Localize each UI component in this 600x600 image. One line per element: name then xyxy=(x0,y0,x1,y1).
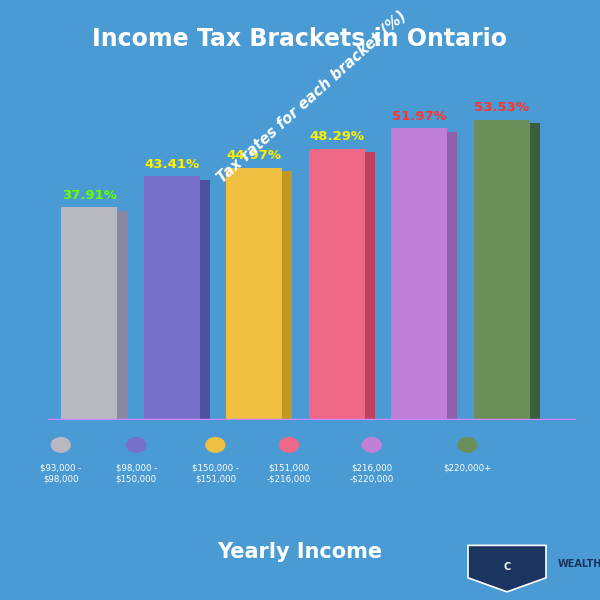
Text: C: C xyxy=(503,562,511,572)
Text: $93,000 -
$98,000: $93,000 - $98,000 xyxy=(40,464,82,484)
Ellipse shape xyxy=(362,437,382,453)
Text: 43.41%: 43.41% xyxy=(144,158,199,171)
Text: WEALTH: WEALTH xyxy=(558,559,600,569)
Polygon shape xyxy=(401,131,457,424)
Polygon shape xyxy=(226,167,282,420)
Polygon shape xyxy=(474,119,530,420)
Polygon shape xyxy=(484,123,540,424)
Text: $98,000 -
$150,000: $98,000 - $150,000 xyxy=(116,464,157,484)
Text: 51.97%: 51.97% xyxy=(392,110,446,122)
Ellipse shape xyxy=(50,437,71,453)
Text: $150,000 -
$151,000: $150,000 - $151,000 xyxy=(192,464,239,484)
Ellipse shape xyxy=(457,437,478,453)
Ellipse shape xyxy=(126,437,146,453)
Polygon shape xyxy=(391,128,448,420)
Text: 53.53%: 53.53% xyxy=(474,101,529,114)
Polygon shape xyxy=(144,176,200,420)
Text: 37.91%: 37.91% xyxy=(62,188,116,202)
Text: Tax rates for each bracket (%): Tax rates for each bracket (%) xyxy=(215,8,409,185)
Text: $216,000
-$220,000: $216,000 -$220,000 xyxy=(350,464,394,484)
Polygon shape xyxy=(319,152,374,424)
Polygon shape xyxy=(236,171,292,424)
Polygon shape xyxy=(309,149,365,420)
Polygon shape xyxy=(71,211,127,424)
Ellipse shape xyxy=(279,437,299,453)
Polygon shape xyxy=(468,545,546,592)
Text: $151,000
-$216,000: $151,000 -$216,000 xyxy=(267,464,311,484)
Text: Yearly Income: Yearly Income xyxy=(217,542,383,562)
Polygon shape xyxy=(154,180,210,424)
Text: Income Tax Brackets in Ontario: Income Tax Brackets in Ontario xyxy=(92,27,508,51)
Polygon shape xyxy=(61,207,118,420)
Text: 44.97%: 44.97% xyxy=(227,149,282,162)
Ellipse shape xyxy=(205,437,226,453)
Text: 48.29%: 48.29% xyxy=(309,130,364,143)
Text: $220,000+: $220,000+ xyxy=(443,464,491,473)
